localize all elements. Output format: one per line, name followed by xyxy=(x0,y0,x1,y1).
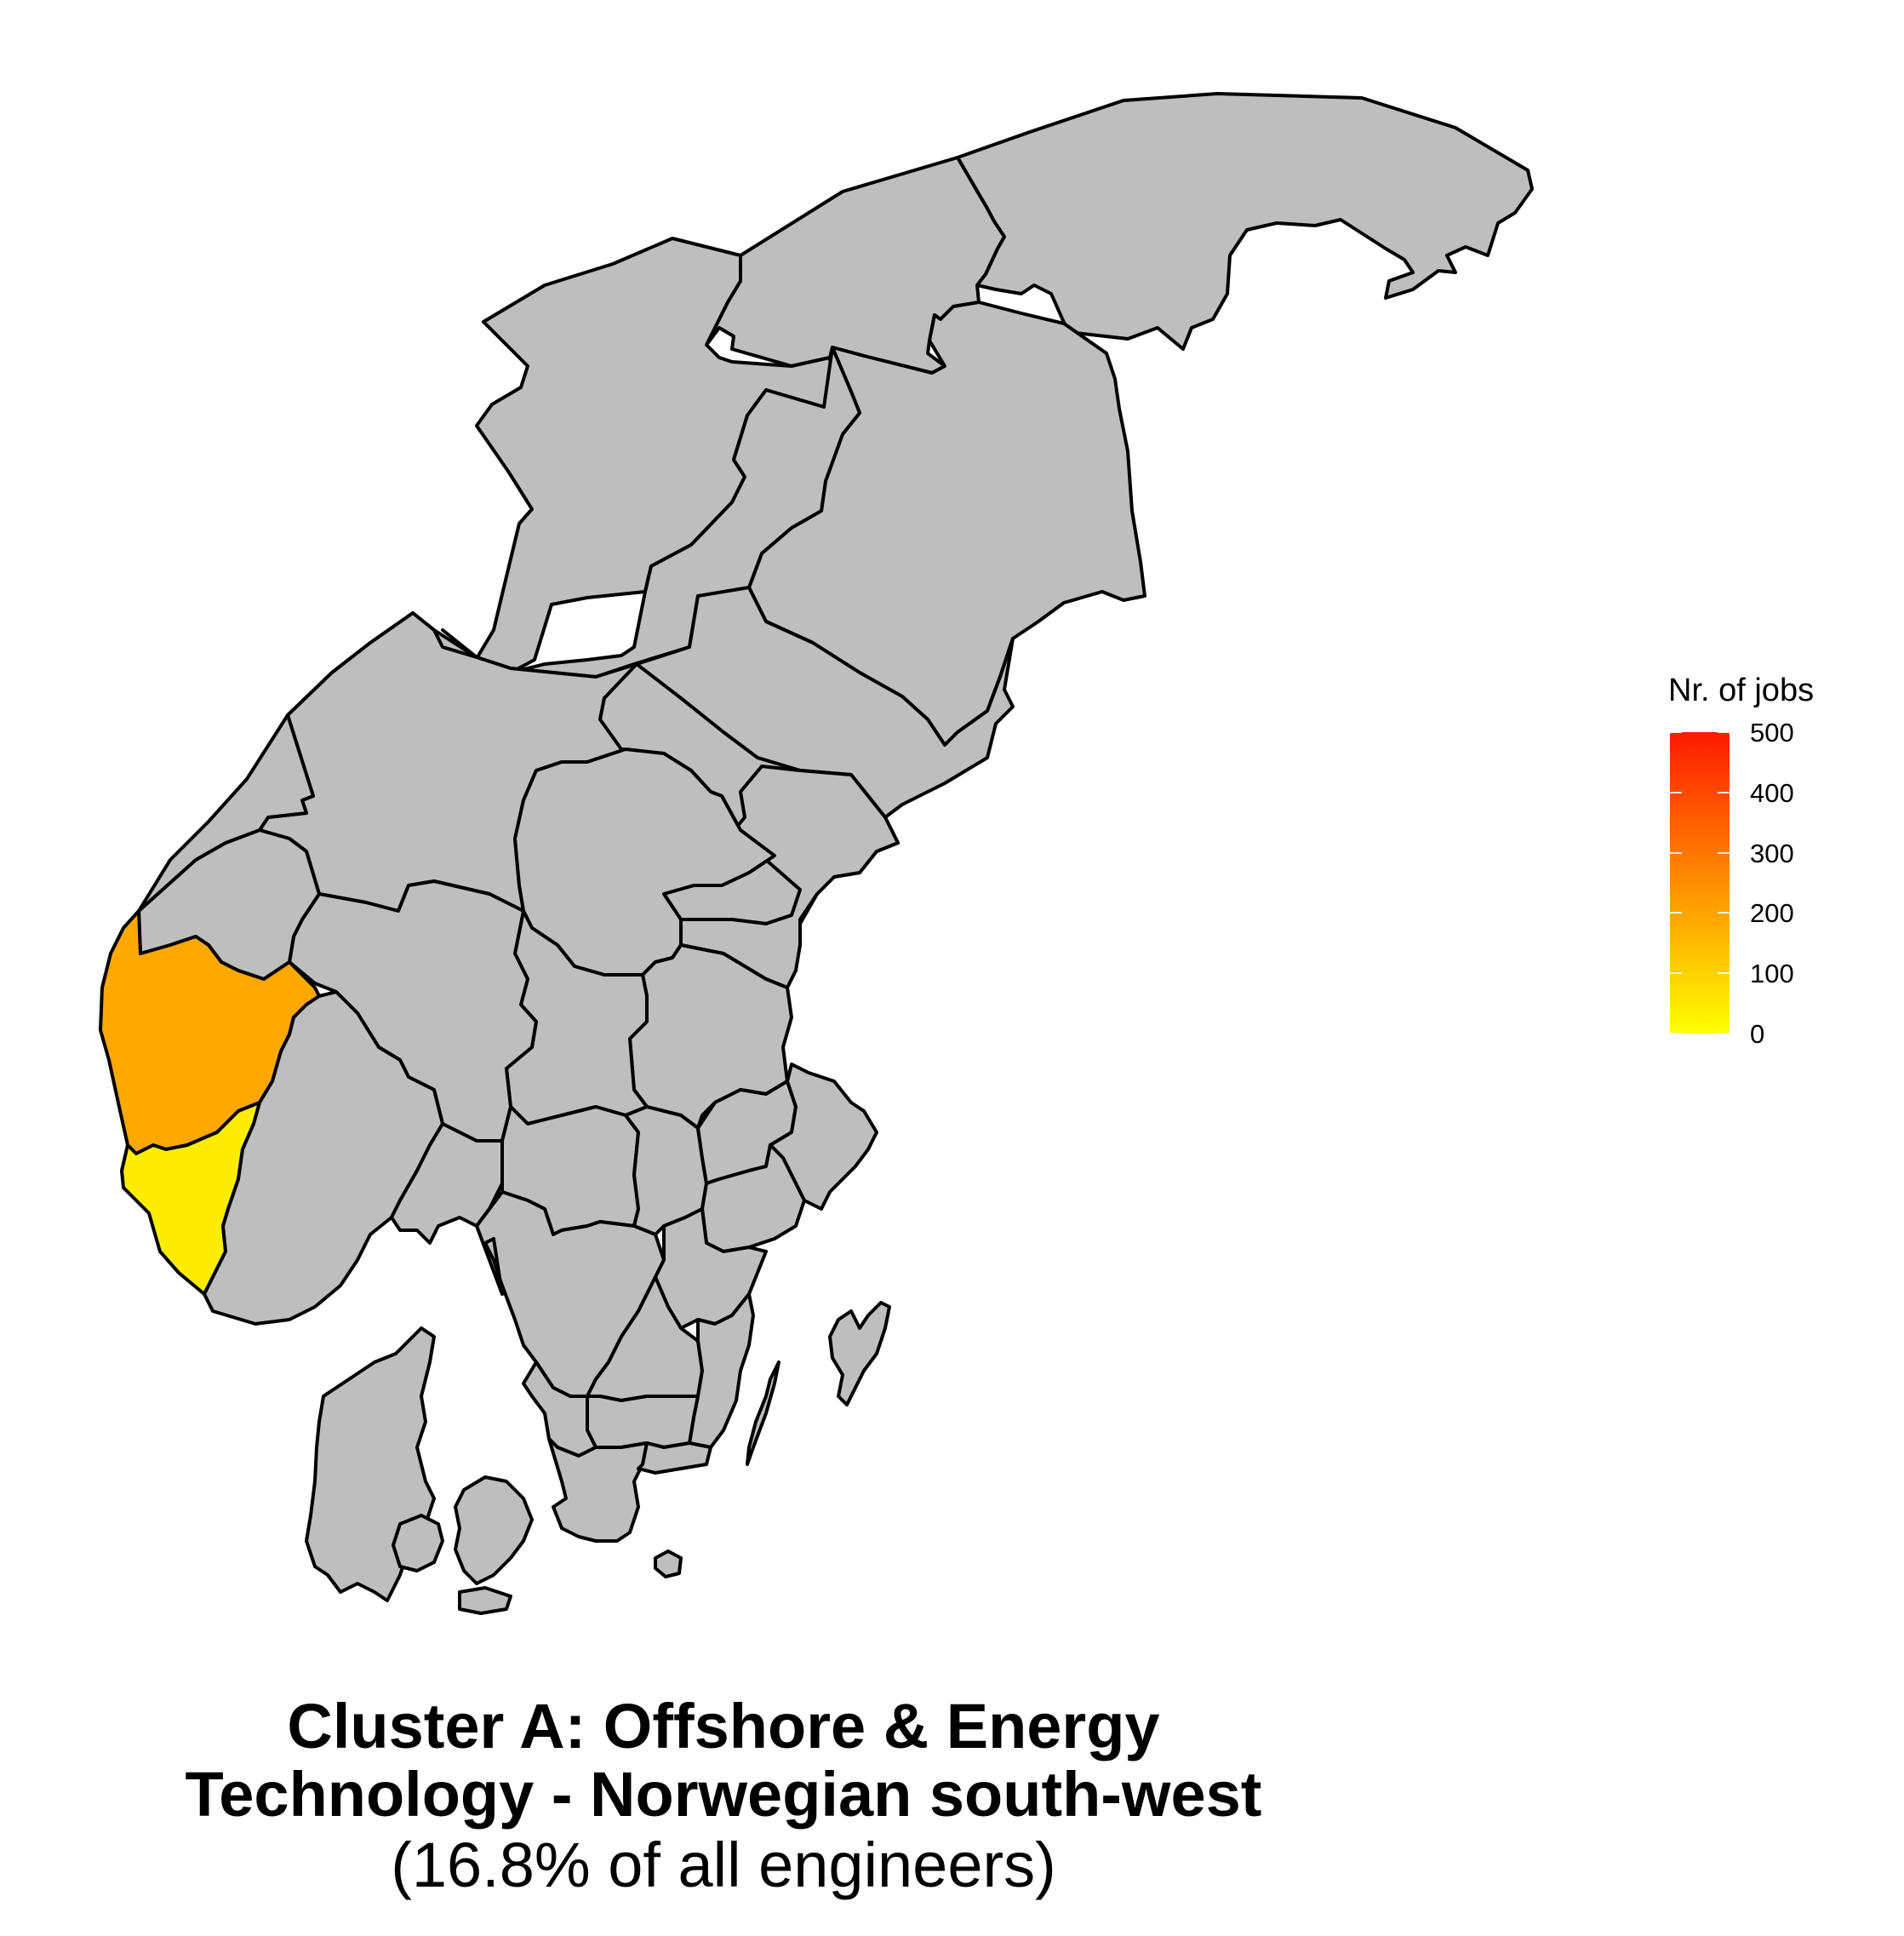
region-troms xyxy=(705,156,1006,375)
region-sogn xyxy=(137,713,315,913)
region-finnmark xyxy=(956,92,1534,351)
region-oland xyxy=(746,1360,780,1466)
region-lolland xyxy=(458,1586,512,1615)
region-funen xyxy=(392,1514,444,1572)
region-kalmar xyxy=(688,1292,755,1449)
legend-tick-label: 200 xyxy=(1750,898,1794,929)
region-zealand xyxy=(454,1475,534,1585)
legend-tick-mark xyxy=(1718,731,1730,733)
caption-subtitle: (16.8% of all engineers) xyxy=(391,1830,1056,1900)
legend-tick-label: 0 xyxy=(1750,1019,1765,1049)
legend-tick-mark xyxy=(1718,972,1730,975)
legend-tick-mark xyxy=(1718,1033,1730,1034)
legend-title: Nr. of jobs xyxy=(1668,673,1815,708)
region-gotland xyxy=(828,1301,891,1406)
legend-tick-mark xyxy=(1670,912,1682,914)
legend-tick-label: 500 xyxy=(1750,718,1794,747)
region-blekinge xyxy=(637,1441,712,1475)
legend-color-bar xyxy=(1670,732,1730,1034)
legend-tick-mark xyxy=(1670,972,1682,975)
legend-tick-mark xyxy=(1670,851,1682,854)
legend-tick-label: 300 xyxy=(1750,838,1794,868)
region-kronoberg xyxy=(586,1395,700,1449)
legend-tick-mark xyxy=(1718,791,1730,793)
legend-tick-mark xyxy=(1670,791,1682,793)
region-bornholm xyxy=(654,1549,683,1578)
legend-tick-label: 400 xyxy=(1750,777,1794,808)
legend-tick-label: 100 xyxy=(1750,959,1794,989)
legend-tick-mark xyxy=(1718,851,1730,854)
legend-tick-mark xyxy=(1718,912,1730,914)
caption-title-line-1: Cluster A: Offshore & Energy xyxy=(287,1691,1160,1761)
caption-title-line-2: Technology - Norwegian south-west xyxy=(185,1759,1262,1830)
legend-tick-mark xyxy=(1670,731,1682,733)
legend-tick-mark xyxy=(1670,1033,1682,1034)
region-skane xyxy=(547,1437,649,1543)
